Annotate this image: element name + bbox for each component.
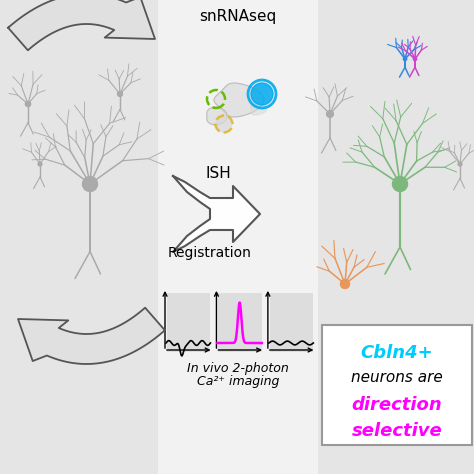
Text: In vivo 2-photon: In vivo 2-photon — [187, 362, 289, 375]
Bar — [167, 293, 210, 352]
Text: Cbln4+: Cbln4+ — [361, 344, 433, 362]
Text: ISH: ISH — [205, 166, 231, 181]
Bar — [219, 293, 262, 352]
Circle shape — [251, 83, 273, 105]
Text: snRNAseq: snRNAseq — [200, 9, 277, 24]
Polygon shape — [173, 176, 260, 252]
Bar — [318, 0, 474, 474]
Circle shape — [82, 176, 98, 191]
Bar — [158, 0, 318, 474]
Polygon shape — [214, 83, 264, 117]
Circle shape — [327, 110, 333, 118]
Circle shape — [216, 116, 233, 133]
Text: Ca²⁺ imaging: Ca²⁺ imaging — [197, 375, 279, 388]
Circle shape — [392, 176, 408, 191]
Text: Registration: Registration — [168, 246, 252, 260]
Text: neurons are: neurons are — [351, 370, 443, 385]
Polygon shape — [18, 308, 165, 364]
Circle shape — [26, 101, 31, 107]
Circle shape — [403, 57, 407, 61]
Bar — [270, 293, 313, 352]
Circle shape — [413, 57, 417, 61]
Text: selective: selective — [352, 422, 442, 440]
Circle shape — [118, 91, 122, 96]
Circle shape — [38, 162, 42, 166]
Circle shape — [458, 162, 462, 166]
Circle shape — [340, 280, 349, 289]
Polygon shape — [8, 0, 155, 50]
Bar — [0, 0, 158, 474]
FancyBboxPatch shape — [322, 325, 472, 445]
Polygon shape — [207, 107, 227, 125]
Text: direction: direction — [352, 396, 442, 414]
Polygon shape — [251, 103, 267, 115]
